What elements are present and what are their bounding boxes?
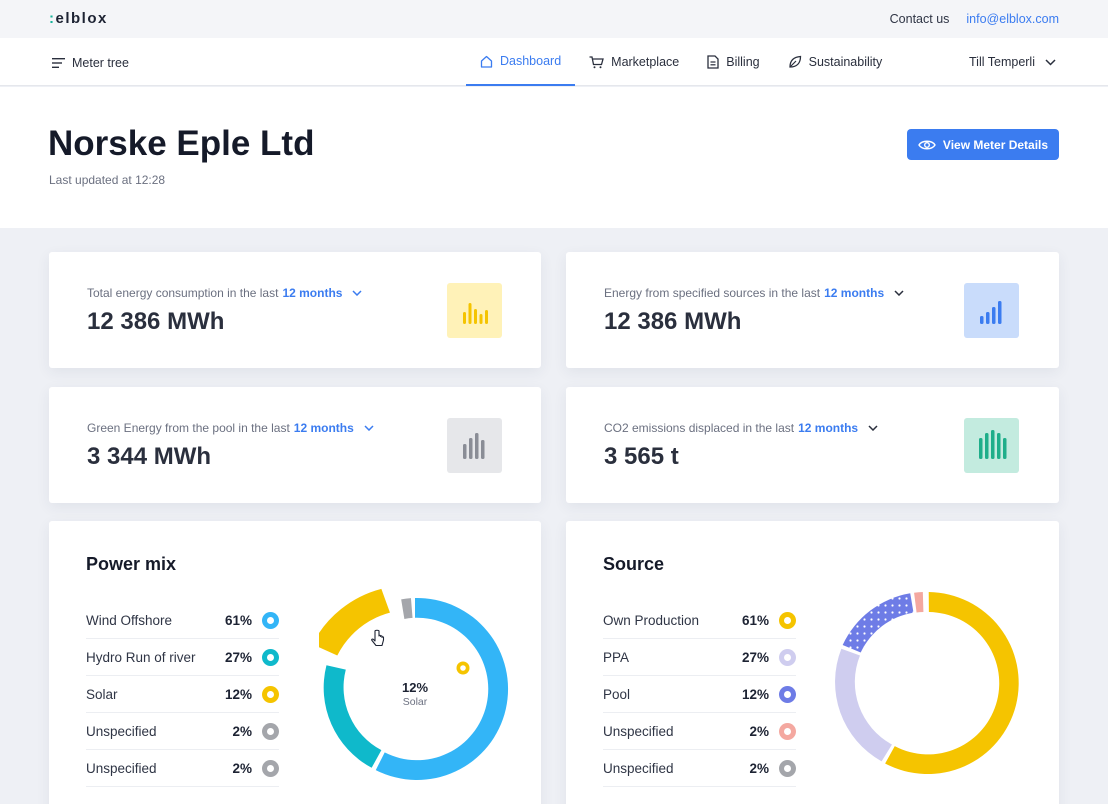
power-mix-title: Power mix (86, 554, 177, 574)
stat-card-co2-displaced: CO2 emissions displaced in the last 12 mo… (566, 387, 1059, 503)
donut-segment-own-production[interactable] (885, 592, 1019, 775)
chevron-down-icon[interactable] (364, 425, 374, 431)
elblox-logo[interactable]: :elblox (49, 10, 108, 27)
period-selector[interactable]: 12 months (282, 286, 343, 300)
page-header: Norske Eple Ltd Last updated at 12:28 Vi… (0, 87, 1108, 228)
donut-center-label: 12% Solar (401, 680, 429, 708)
cart-icon (589, 55, 605, 68)
legend-item[interactable]: Solar 12% (86, 676, 279, 713)
page-title: Norske Eple Ltd (48, 124, 315, 163)
donut-segment-pool[interactable] (842, 593, 914, 653)
chevron-down-icon[interactable] (894, 290, 904, 296)
legend-item[interactable]: Unspecified 2% (603, 713, 796, 750)
power-mix-card: Power mix Wind Offshore 61% Hydro Run of … (49, 521, 541, 804)
view-meter-details-button[interactable]: View Meter Details (907, 129, 1059, 160)
stat-value: 3 344 MWh (87, 443, 212, 470)
legend-item[interactable]: Pool 12% (603, 676, 796, 713)
eye-icon (918, 140, 936, 149)
legend-item[interactable]: Own Production 61% (603, 602, 796, 639)
legend-dot-icon (779, 685, 796, 703)
donut-segment-ppa[interactable] (835, 648, 892, 762)
legend-dot-icon (779, 759, 796, 777)
period-selector[interactable]: 12 months (798, 421, 859, 435)
chevron-down-icon[interactable] (868, 425, 878, 431)
main-nav: Meter tree Dashboard Marketplace Billing… (0, 38, 1108, 86)
document-icon (707, 55, 719, 69)
last-updated-text: Last updated at 12:28 (49, 173, 166, 187)
tab-dashboard[interactable]: Dashboard (466, 38, 576, 86)
power-mix-donut-chart[interactable] (319, 581, 519, 801)
donut-segment-wind[interactable] (375, 597, 509, 780)
contact-us-link[interactable]: Contact us (889, 12, 950, 26)
top-bar: :elblox Contact us info@elblox.com (0, 0, 1108, 38)
bar-chart-icon (964, 418, 1019, 473)
chevron-down-icon (1045, 58, 1056, 66)
legend-dot-icon (262, 759, 279, 777)
tab-marketplace[interactable]: Marketplace (575, 38, 693, 86)
stat-card-total-consumption: Total energy consumption in the last 12 m… (49, 252, 541, 368)
legend-dot-icon (779, 648, 796, 666)
power-mix-legend: Wind Offshore 61% Hydro Run of river 27% S… (86, 602, 279, 787)
period-selector[interactable]: 12 months (824, 286, 885, 300)
leaf-icon (788, 55, 801, 68)
bar-chart-icon (447, 283, 502, 338)
stat-value: 12 386 MWh (87, 308, 225, 335)
legend-dot-icon (262, 611, 279, 629)
donut-segment-hydro[interactable] (323, 665, 382, 768)
donut-segment-solar[interactable] (319, 588, 390, 656)
donut-segment-unspecified-1[interactable] (914, 592, 924, 613)
source-title: Source (603, 554, 665, 574)
stat-card-specified-sources: Energy from specified sources in the las… (566, 252, 1059, 368)
bar-chart-icon (447, 418, 502, 473)
legend-dot-icon (779, 611, 796, 629)
cursor-icon (371, 629, 385, 647)
bar-chart-icon (964, 283, 1019, 338)
chevron-down-icon[interactable] (352, 290, 362, 296)
legend-item[interactable]: Unspecified 2% (603, 750, 796, 787)
source-card: Source Own Production 61% PPA 27% Pool 12% … (566, 521, 1059, 804)
meter-tree-button[interactable]: Meter tree (52, 56, 129, 70)
email-link[interactable]: info@elblox.com (966, 12, 1059, 26)
legend-dot-icon (262, 722, 279, 740)
legend-dot-icon (262, 648, 279, 666)
legend-item[interactable]: PPA 27% (603, 639, 796, 676)
stat-card-green-energy: Green Energy from the pool in the last 12… (49, 387, 541, 503)
stat-value: 3 565 t (604, 443, 679, 470)
tab-sustainability[interactable]: Sustainability (774, 38, 897, 86)
legend-dot-icon (262, 685, 279, 703)
legend-item[interactable]: Unspecified 2% (86, 750, 279, 787)
stat-value: 12 386 MWh (604, 308, 742, 335)
menu-icon (52, 58, 65, 68)
legend-item[interactable]: Hydro Run of river 27% (86, 639, 279, 676)
legend-dot-icon (779, 722, 796, 740)
donut-segment-unspecified[interactable] (401, 598, 413, 619)
home-icon (480, 55, 493, 68)
period-selector[interactable]: 12 months (293, 421, 354, 435)
legend-item[interactable]: Wind Offshore 61% (86, 602, 279, 639)
tab-billing[interactable]: Billing (693, 38, 773, 86)
source-donut-chart[interactable] (826, 581, 1026, 801)
legend-item[interactable]: Unspecified 2% (86, 713, 279, 750)
source-legend: Own Production 61% PPA 27% Pool 12% Unspeci… (603, 602, 796, 787)
user-menu[interactable]: Till Temperli (969, 55, 1056, 69)
